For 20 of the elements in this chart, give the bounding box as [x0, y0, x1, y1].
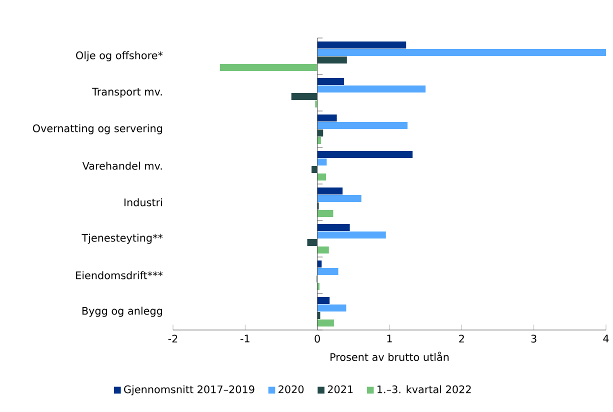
x-tick-label: 1 [387, 334, 392, 342]
x-tick-label: -1 [240, 334, 250, 342]
x-tick-label: 2 [459, 334, 464, 342]
legend-label: 2020 [278, 385, 304, 394]
legend-label: 2021 [328, 385, 353, 394]
y-tick-label: Eiendomsdrift*** [76, 271, 163, 280]
y-tick-label: Tjenesteyting** [82, 234, 163, 244]
legend-label: Gjennomsnitt 2017–2019 [124, 385, 254, 396]
legend-label: 1.–3. kvartal 2022 [378, 385, 471, 394]
x-tick-label: -2 [168, 334, 178, 342]
y-tick-label: Olje og offshore* [76, 51, 163, 62]
x-tick-label: 3 [531, 334, 536, 343]
y-tick-label: Bygg og anlegg [82, 306, 162, 317]
y-tick-label: Overnatting og servering [32, 124, 162, 134]
x-tick-label: 4 [603, 334, 609, 342]
y-tick-label: Varehandel mv. [82, 162, 162, 170]
x-tick-label: 0 [314, 334, 320, 343]
x-axis-title: Prosent av brutto utlån [330, 352, 449, 362]
y-tick-label: Industri [124, 198, 162, 206]
y-tick-label: Transport mv. [92, 88, 162, 98]
